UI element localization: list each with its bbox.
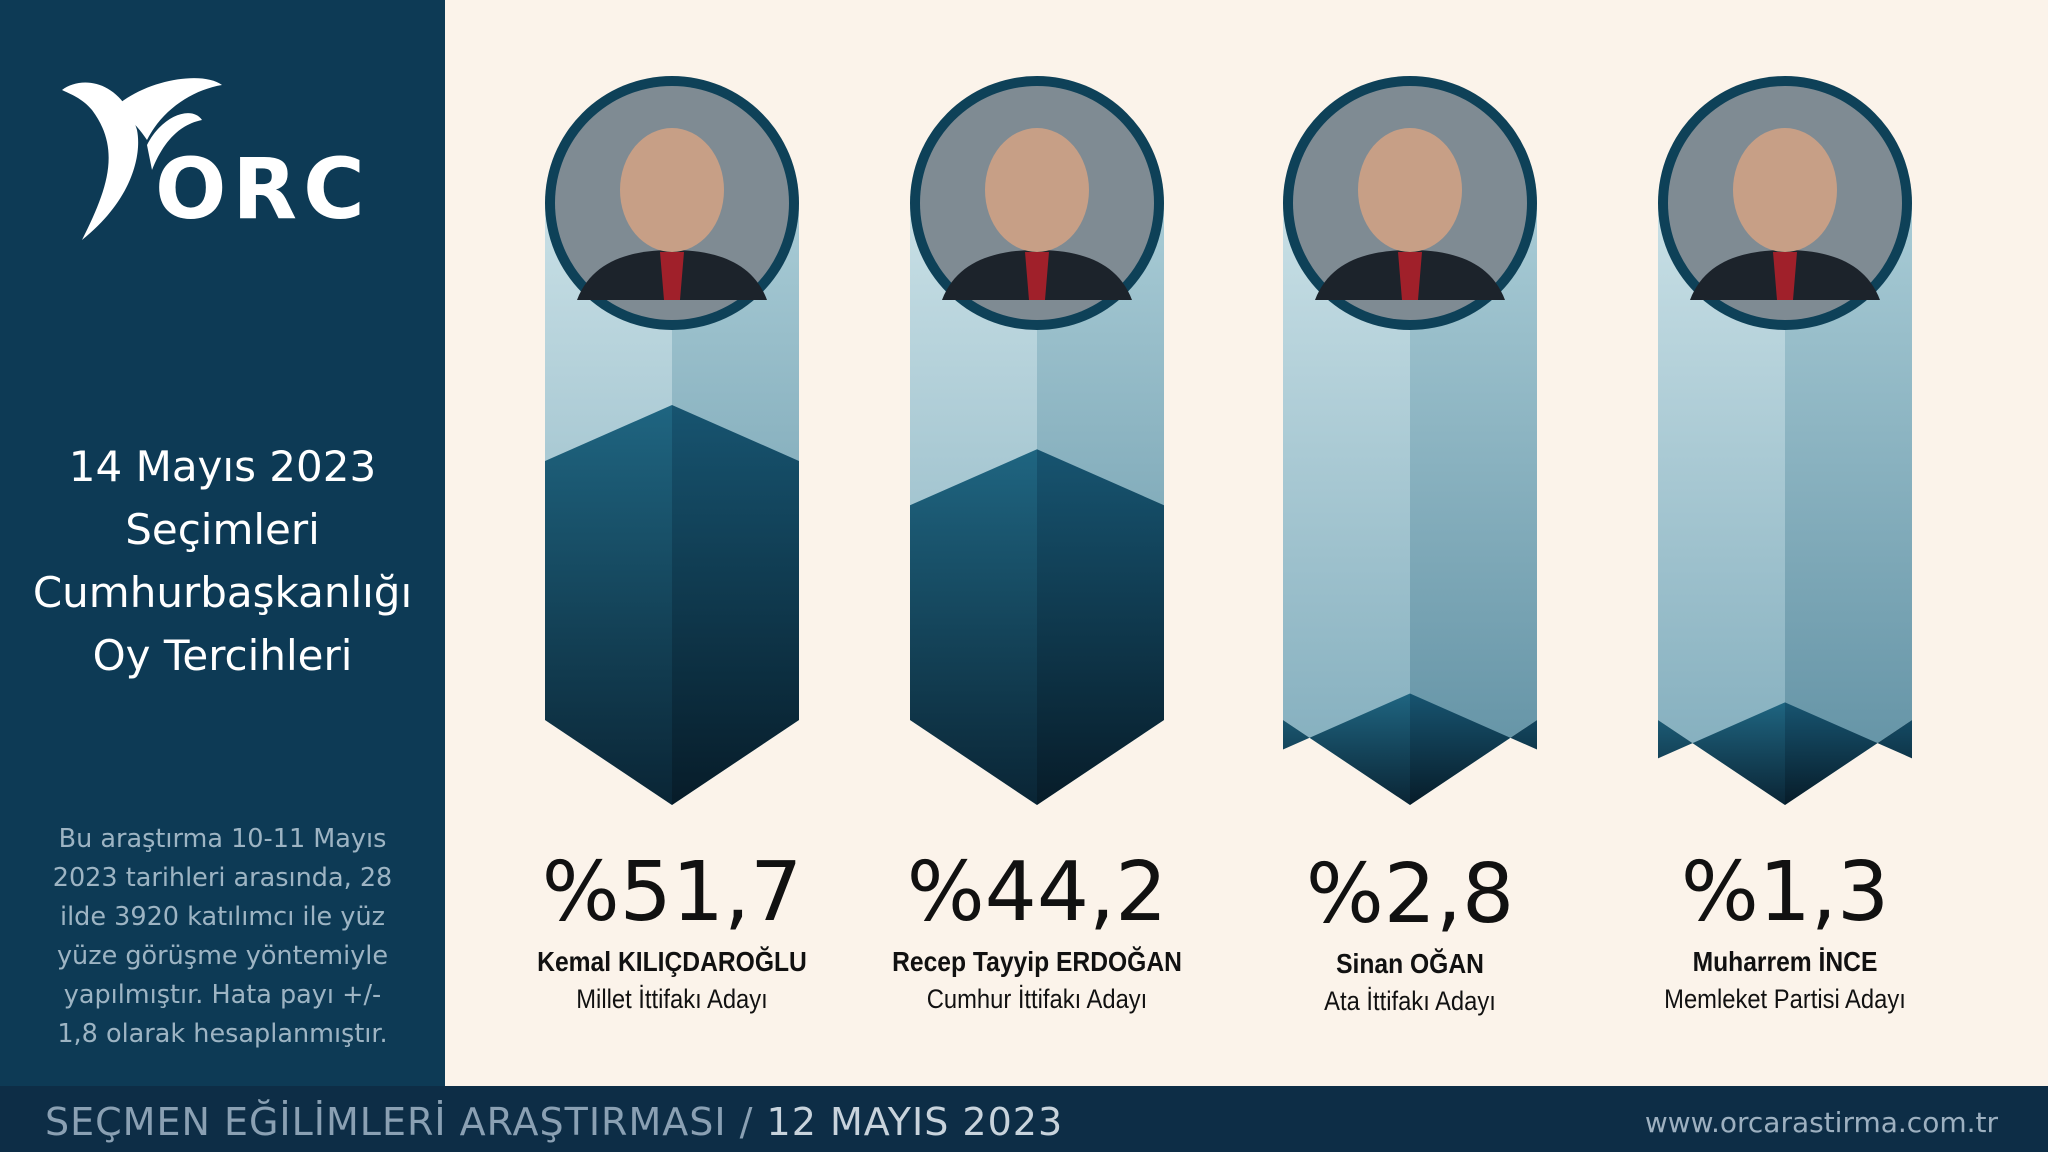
portrait-ince	[1658, 76, 1912, 330]
page-title: 14 Mayıs 2023 Seçimleri Cumhurbaşkanlığı…	[0, 435, 445, 687]
portrait-face	[1358, 128, 1462, 252]
portrait-tie	[1398, 252, 1422, 300]
bar	[545, 405, 799, 805]
candidate-alliance: Memleket Partisi Adayı	[1664, 984, 1906, 1014]
bar-right-face	[1410, 693, 1537, 805]
bar-right-face	[1037, 449, 1164, 805]
candidate-alliance: Cumhur İttifakı Adayı	[926, 984, 1148, 1014]
sidebar: ORC 14 Mayıs 2023 Seçimleri Cumhurbaşkan…	[0, 0, 445, 1086]
title-line: 14 Mayıs 2023	[68, 442, 377, 491]
candidate-name: Kemal KILIÇDAROĞLU	[537, 946, 807, 977]
survey-label: SEÇMEN EĞİLİMLERİ ARAŞTIRMASI /	[45, 1100, 754, 1144]
portrait-face	[1733, 128, 1837, 252]
methodology-note: Bu araştırma 10-11 Mayıs 2023 tarihleri …	[52, 824, 393, 1049]
bar-right-face	[672, 405, 799, 805]
bar-left-face	[1658, 702, 1785, 805]
candidate-label: %51,7 Kemal KILIÇDAROĞLU Millet İttifakı A…	[482, 848, 862, 1015]
column-left-face	[1283, 200, 1410, 805]
orc-logo	[62, 78, 222, 240]
footer: SEÇMEN EĞİLİMLERİ ARAŞTIRMASI / 12 MAYIS…	[0, 1086, 2048, 1152]
bar-chart	[545, 76, 1912, 805]
title-line: Oy Tercihleri	[92, 631, 353, 680]
column-right-face	[1785, 200, 1912, 805]
data-label: %51,7	[541, 845, 803, 940]
candidate-alliance: Ata İttifakı Adayı	[1324, 986, 1496, 1016]
candidate-column	[1658, 76, 1912, 805]
orc-swoosh-icon	[62, 78, 222, 240]
data-label: %44,2	[906, 845, 1168, 940]
candidate-alliance: Millet İttifakı Adayı	[576, 984, 768, 1014]
candidate-name: Sinan OĞAN	[1336, 948, 1484, 979]
portrait-face	[620, 128, 724, 252]
data-label: %1,3	[1680, 845, 1890, 940]
portrait-tie	[1773, 252, 1797, 300]
portrait-kilicdaroglu	[545, 76, 799, 330]
portrait-tie	[1025, 252, 1049, 300]
portrait-ogan	[1283, 76, 1537, 330]
column-left-face	[1658, 200, 1785, 805]
bar	[1658, 702, 1912, 805]
bar-left-face	[1283, 693, 1410, 805]
candidate-label: %44,2 Recep Tayyip ERDOĞAN Cumhur İttifakı…	[847, 848, 1227, 1015]
data-label: %2,8	[1305, 847, 1515, 942]
portrait-erdogan	[910, 76, 1164, 330]
bar-right-face	[1785, 702, 1912, 805]
title-line: Seçimleri	[125, 505, 320, 554]
column-right-face	[1410, 200, 1537, 805]
candidate-column	[910, 76, 1164, 805]
logo-text: ORC	[155, 140, 371, 238]
bar	[910, 449, 1164, 805]
candidate-label: %2,8 Sinan OĞAN Ata İttifakı Adayı	[1220, 850, 1600, 1017]
candidate-name: Recep Tayyip ERDOĞAN	[892, 946, 1182, 977]
bar-left-face	[545, 405, 672, 805]
candidate-column	[545, 76, 799, 805]
footer-survey-title: SEÇMEN EĞİLİMLERİ ARAŞTIRMASI / 12 MAYIS…	[45, 1100, 1063, 1144]
portrait-tie	[660, 252, 684, 300]
candidate-column	[1283, 76, 1537, 805]
bar-left-face	[910, 449, 1037, 805]
survey-date: 12 MAYIS 2023	[766, 1100, 1064, 1144]
candidate-label: %1,3 Muharrem İNCE Memleket Partisi Adayı	[1595, 848, 1975, 1015]
title-line: Cumhurbaşkanlığı	[32, 568, 413, 617]
website-link[interactable]: www.orcarastirma.com.tr	[1644, 1106, 1998, 1139]
candidate-name: Muharrem İNCE	[1692, 946, 1878, 977]
bar	[1283, 693, 1537, 805]
portrait-face	[985, 128, 1089, 252]
